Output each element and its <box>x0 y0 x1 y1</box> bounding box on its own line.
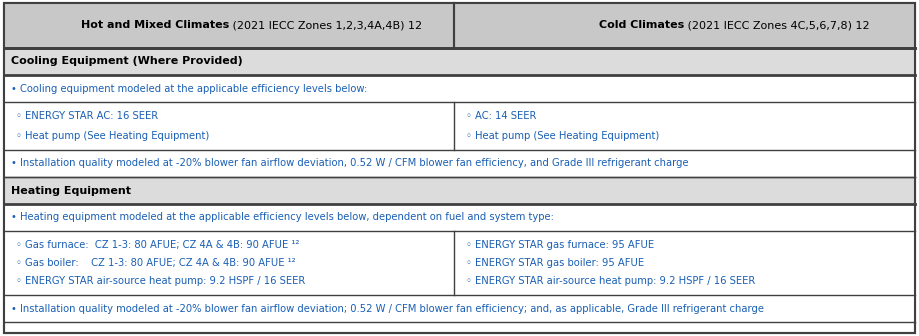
Text: (2021 IECC Zones 1,2,3,4A,4B) 12: (2021 IECC Zones 1,2,3,4A,4B) 12 <box>229 20 422 31</box>
Text: Cooling Equipment (Where Provided): Cooling Equipment (Where Provided) <box>11 56 243 67</box>
Text: • Installation quality modeled at -20% blower fan airflow deviation; 0.52 W / CF: • Installation quality modeled at -20% b… <box>11 303 764 313</box>
Text: • Installation quality modeled at -20% blower fan airflow deviation, 0.52 W / CF: • Installation quality modeled at -20% b… <box>11 159 688 168</box>
Bar <box>4 102 915 150</box>
Bar <box>4 3 915 48</box>
Text: • Cooling equipment modeled at the applicable efficiency levels below:: • Cooling equipment modeled at the appli… <box>11 84 368 93</box>
Text: ◦ ENERGY STAR gas boiler: 95 AFUE: ◦ ENERGY STAR gas boiler: 95 AFUE <box>466 258 643 268</box>
Text: Cold Climates: Cold Climates <box>599 20 685 31</box>
Bar <box>4 150 915 177</box>
Text: ◦ ENERGY STAR air-source heat pump: 9.2 HSPF / 16 SEER: ◦ ENERGY STAR air-source heat pump: 9.2 … <box>16 276 305 286</box>
Bar <box>4 231 915 295</box>
Text: ◦ Gas boiler:    CZ 1-3: 80 AFUE; CZ 4A & 4B: 90 AFUE ¹²: ◦ Gas boiler: CZ 1-3: 80 AFUE; CZ 4A & 4… <box>16 258 296 268</box>
Text: ◦ Gas furnace:  CZ 1-3: 80 AFUE; CZ 4A & 4B: 90 AFUE ¹²: ◦ Gas furnace: CZ 1-3: 80 AFUE; CZ 4A & … <box>16 240 300 250</box>
Bar <box>4 75 915 102</box>
Text: ◦ ENERGY STAR AC: 16 SEER: ◦ ENERGY STAR AC: 16 SEER <box>16 112 158 121</box>
Bar <box>4 177 915 204</box>
Text: ◦ ENERGY STAR air-source heat pump: 9.2 HSPF / 16 SEER: ◦ ENERGY STAR air-source heat pump: 9.2 … <box>466 276 754 286</box>
Text: (2021 IECC Zones 4C,5,6,7,8) 12: (2021 IECC Zones 4C,5,6,7,8) 12 <box>685 20 870 31</box>
Text: ◦ AC: 14 SEER: ◦ AC: 14 SEER <box>466 112 536 121</box>
Text: ◦ ENERGY STAR gas furnace: 95 AFUE: ◦ ENERGY STAR gas furnace: 95 AFUE <box>466 240 653 250</box>
Text: ◦ Heat pump (See Heating Equipment): ◦ Heat pump (See Heating Equipment) <box>16 131 210 140</box>
Text: ◦ Heat pump (See Heating Equipment): ◦ Heat pump (See Heating Equipment) <box>466 131 659 140</box>
Text: • Heating equipment modeled at the applicable efficiency levels below, dependent: • Heating equipment modeled at the appli… <box>11 212 554 222</box>
Bar <box>4 295 915 322</box>
Bar <box>4 48 915 75</box>
Text: Heating Equipment: Heating Equipment <box>11 185 131 196</box>
Text: Hot and Mixed Climates: Hot and Mixed Climates <box>81 20 229 31</box>
Bar <box>4 204 915 231</box>
